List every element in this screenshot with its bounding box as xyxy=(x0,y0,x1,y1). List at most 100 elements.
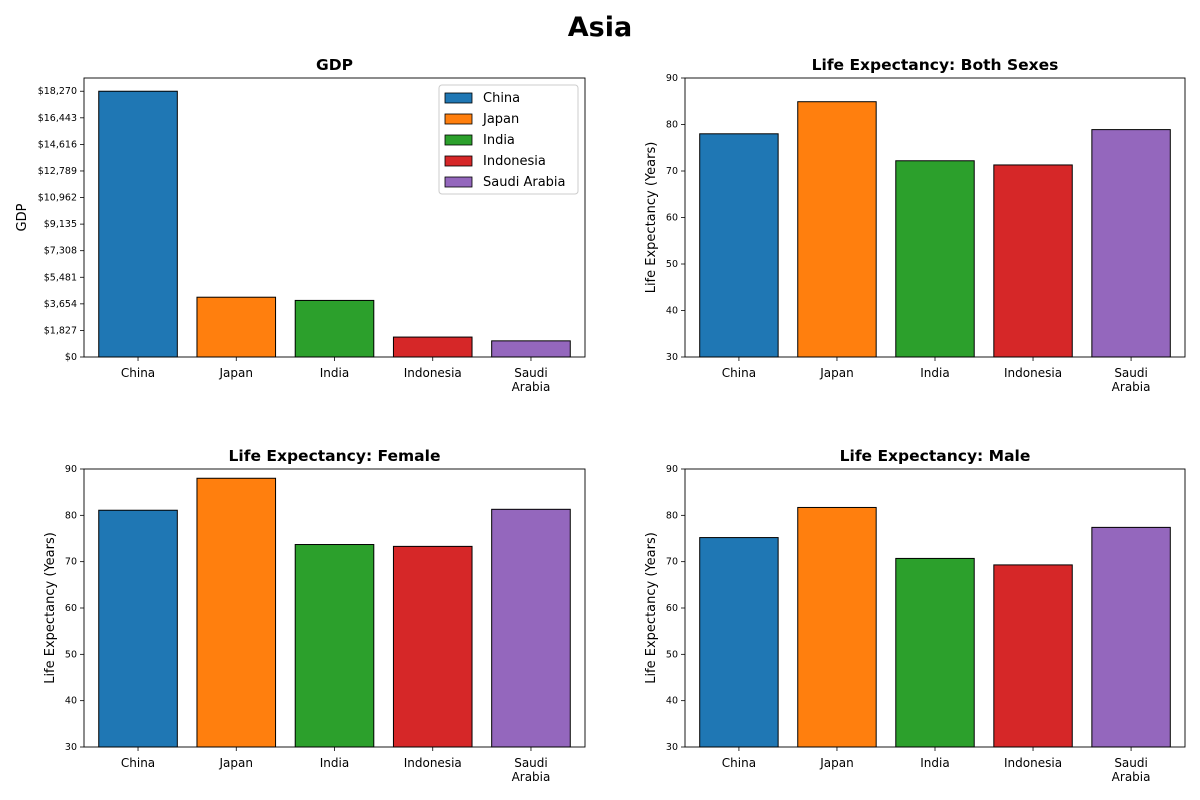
x-tick-label-china: China xyxy=(722,366,756,380)
x-tick-label-japan: Japan xyxy=(219,366,253,380)
chart-life-expectancy-male: China Japan India Indonesia Saudi Arabia 30 40 5… xyxy=(644,447,1186,784)
y-tick-label: $7,308 xyxy=(44,246,77,257)
bar-india xyxy=(895,160,975,358)
bar-indonesia xyxy=(392,545,473,748)
x-tick-label-saudi-arabia: Saudi Arabia xyxy=(512,366,551,394)
y-tick-label: 70 xyxy=(666,557,678,568)
legend-box xyxy=(438,84,579,195)
bar-saudi-arabia xyxy=(1091,526,1171,748)
legend: China Japan India Indonesia Saudi Arabia xyxy=(438,84,579,195)
y-tick-label: 50 xyxy=(666,649,678,660)
bar-india xyxy=(294,544,375,748)
bar-saudi-arabia xyxy=(491,340,571,358)
y-tick-label: 30 xyxy=(666,742,678,753)
y-tick-label: 70 xyxy=(65,557,77,568)
y-tick-label: 80 xyxy=(666,120,678,131)
y-axis-label: Life Expectancy (Years) xyxy=(644,142,659,294)
y-tick-label: $1,827 xyxy=(44,325,77,336)
y-tick-label: 60 xyxy=(666,213,678,224)
legend-label-japan: Japan xyxy=(482,112,519,127)
y-tick-label: $14,616 xyxy=(38,139,77,150)
plot-frame xyxy=(83,468,586,748)
figure-title: Asia xyxy=(567,12,633,43)
y-tick-label: $10,962 xyxy=(38,193,77,204)
y-tick-label: $12,789 xyxy=(38,166,77,177)
x-tick-label-china: China xyxy=(722,756,756,770)
x-tick-label-china: China xyxy=(121,756,155,770)
y-tick-label: 30 xyxy=(65,742,77,753)
chart-title: Life Expectancy: Male xyxy=(840,447,1031,465)
y-tick-label: 80 xyxy=(65,510,77,521)
legend-label-china: China xyxy=(483,91,520,106)
bar-china xyxy=(699,133,779,358)
x-tick-label-india: India xyxy=(920,756,949,770)
chart-title: Life Expectancy: Both Sexes xyxy=(812,56,1059,74)
y-axis-label: Life Expectancy (Years) xyxy=(644,532,659,684)
legend-label-saudi-arabia: Saudi Arabia xyxy=(483,175,566,190)
y-tick-label: 50 xyxy=(666,259,678,270)
y-axis-label: GDP xyxy=(15,203,30,231)
x-tick-label-japan: Japan xyxy=(819,366,853,380)
x-tick-label-china: China xyxy=(121,366,155,380)
y-tick-label: 70 xyxy=(666,166,678,177)
y-tick-label: 60 xyxy=(666,603,678,614)
y-tick-label: 30 xyxy=(666,352,678,363)
x-tick-label-indonesia: Indonesia xyxy=(1004,756,1062,770)
legend-label-india: India xyxy=(483,133,515,148)
legend-swatch-saudi-arabia xyxy=(444,176,473,188)
legend-swatch-indonesia xyxy=(444,155,473,167)
bar-china xyxy=(98,509,178,748)
x-tick-label-indonesia: Indonesia xyxy=(1004,366,1062,380)
legend-swatch-japan xyxy=(444,113,473,125)
x-tick-label-india: India xyxy=(320,756,349,770)
bar-india xyxy=(294,299,375,358)
y-tick-label: 60 xyxy=(65,603,77,614)
y-tick-label: $16,443 xyxy=(38,113,77,124)
y-tick-label: 90 xyxy=(65,464,77,475)
chart-title: GDP xyxy=(316,56,353,74)
y-tick-label: $0 xyxy=(65,352,77,363)
chart-life-expectancy-both-sexes: China Japan India Indonesia Saudi Arabia 30 40 5… xyxy=(644,56,1186,394)
y-tick-label: 90 xyxy=(666,73,678,84)
bar-indonesia xyxy=(993,164,1073,358)
x-tick-label-india: India xyxy=(320,366,349,380)
y-tick-label: 50 xyxy=(65,649,77,660)
x-tick-label-japan: Japan xyxy=(219,756,253,770)
y-axis-label: Life Expectancy (Years) xyxy=(43,532,58,684)
y-tick-label: $9,135 xyxy=(44,219,77,230)
chart-title: Life Expectancy: Female xyxy=(229,447,441,465)
bar-japan xyxy=(196,477,277,748)
bar-japan xyxy=(797,101,877,358)
bar-saudi-arabia xyxy=(491,508,571,748)
plot-frame xyxy=(684,77,1186,358)
bar-china xyxy=(98,90,178,358)
chart-life-expectancy-female: China Japan India Indonesia Saudi Arabia 30 40 5… xyxy=(43,447,586,784)
y-tick-label: $3,654 xyxy=(44,299,77,310)
bar-japan xyxy=(797,506,877,748)
bar-indonesia xyxy=(392,336,473,358)
x-tick-label-saudi-arabia: Saudi Arabia xyxy=(1112,366,1151,394)
x-tick-label-indonesia: Indonesia xyxy=(404,756,462,770)
legend-swatch-china xyxy=(444,92,473,104)
y-tick-label: 80 xyxy=(666,510,678,521)
bar-indonesia xyxy=(993,564,1073,748)
y-tick-label: 40 xyxy=(666,306,678,317)
x-tick-label-saudi-arabia: Saudi Arabia xyxy=(1112,756,1151,784)
plot-frame xyxy=(83,77,586,358)
x-tick-label-india: India xyxy=(920,366,949,380)
x-tick-label-saudi-arabia: Saudi Arabia xyxy=(512,756,551,784)
y-tick-label: 40 xyxy=(666,696,678,707)
y-tick-label: 40 xyxy=(65,696,77,707)
bar-india xyxy=(895,557,975,748)
y-tick-label: $5,481 xyxy=(44,272,77,283)
legend-label-indonesia: Indonesia xyxy=(483,154,546,169)
bar-japan xyxy=(196,296,277,358)
legend-swatch-india xyxy=(444,134,473,146)
chart-gdp: China Japan India Indonesia Saudi Arabia $0 $1,… xyxy=(15,56,586,394)
bar-china xyxy=(699,537,779,748)
x-tick-label-indonesia: Indonesia xyxy=(404,366,462,380)
y-tick-label: 90 xyxy=(666,464,678,475)
bar-saudi-arabia xyxy=(1091,129,1171,358)
x-tick-label-japan: Japan xyxy=(819,756,853,770)
